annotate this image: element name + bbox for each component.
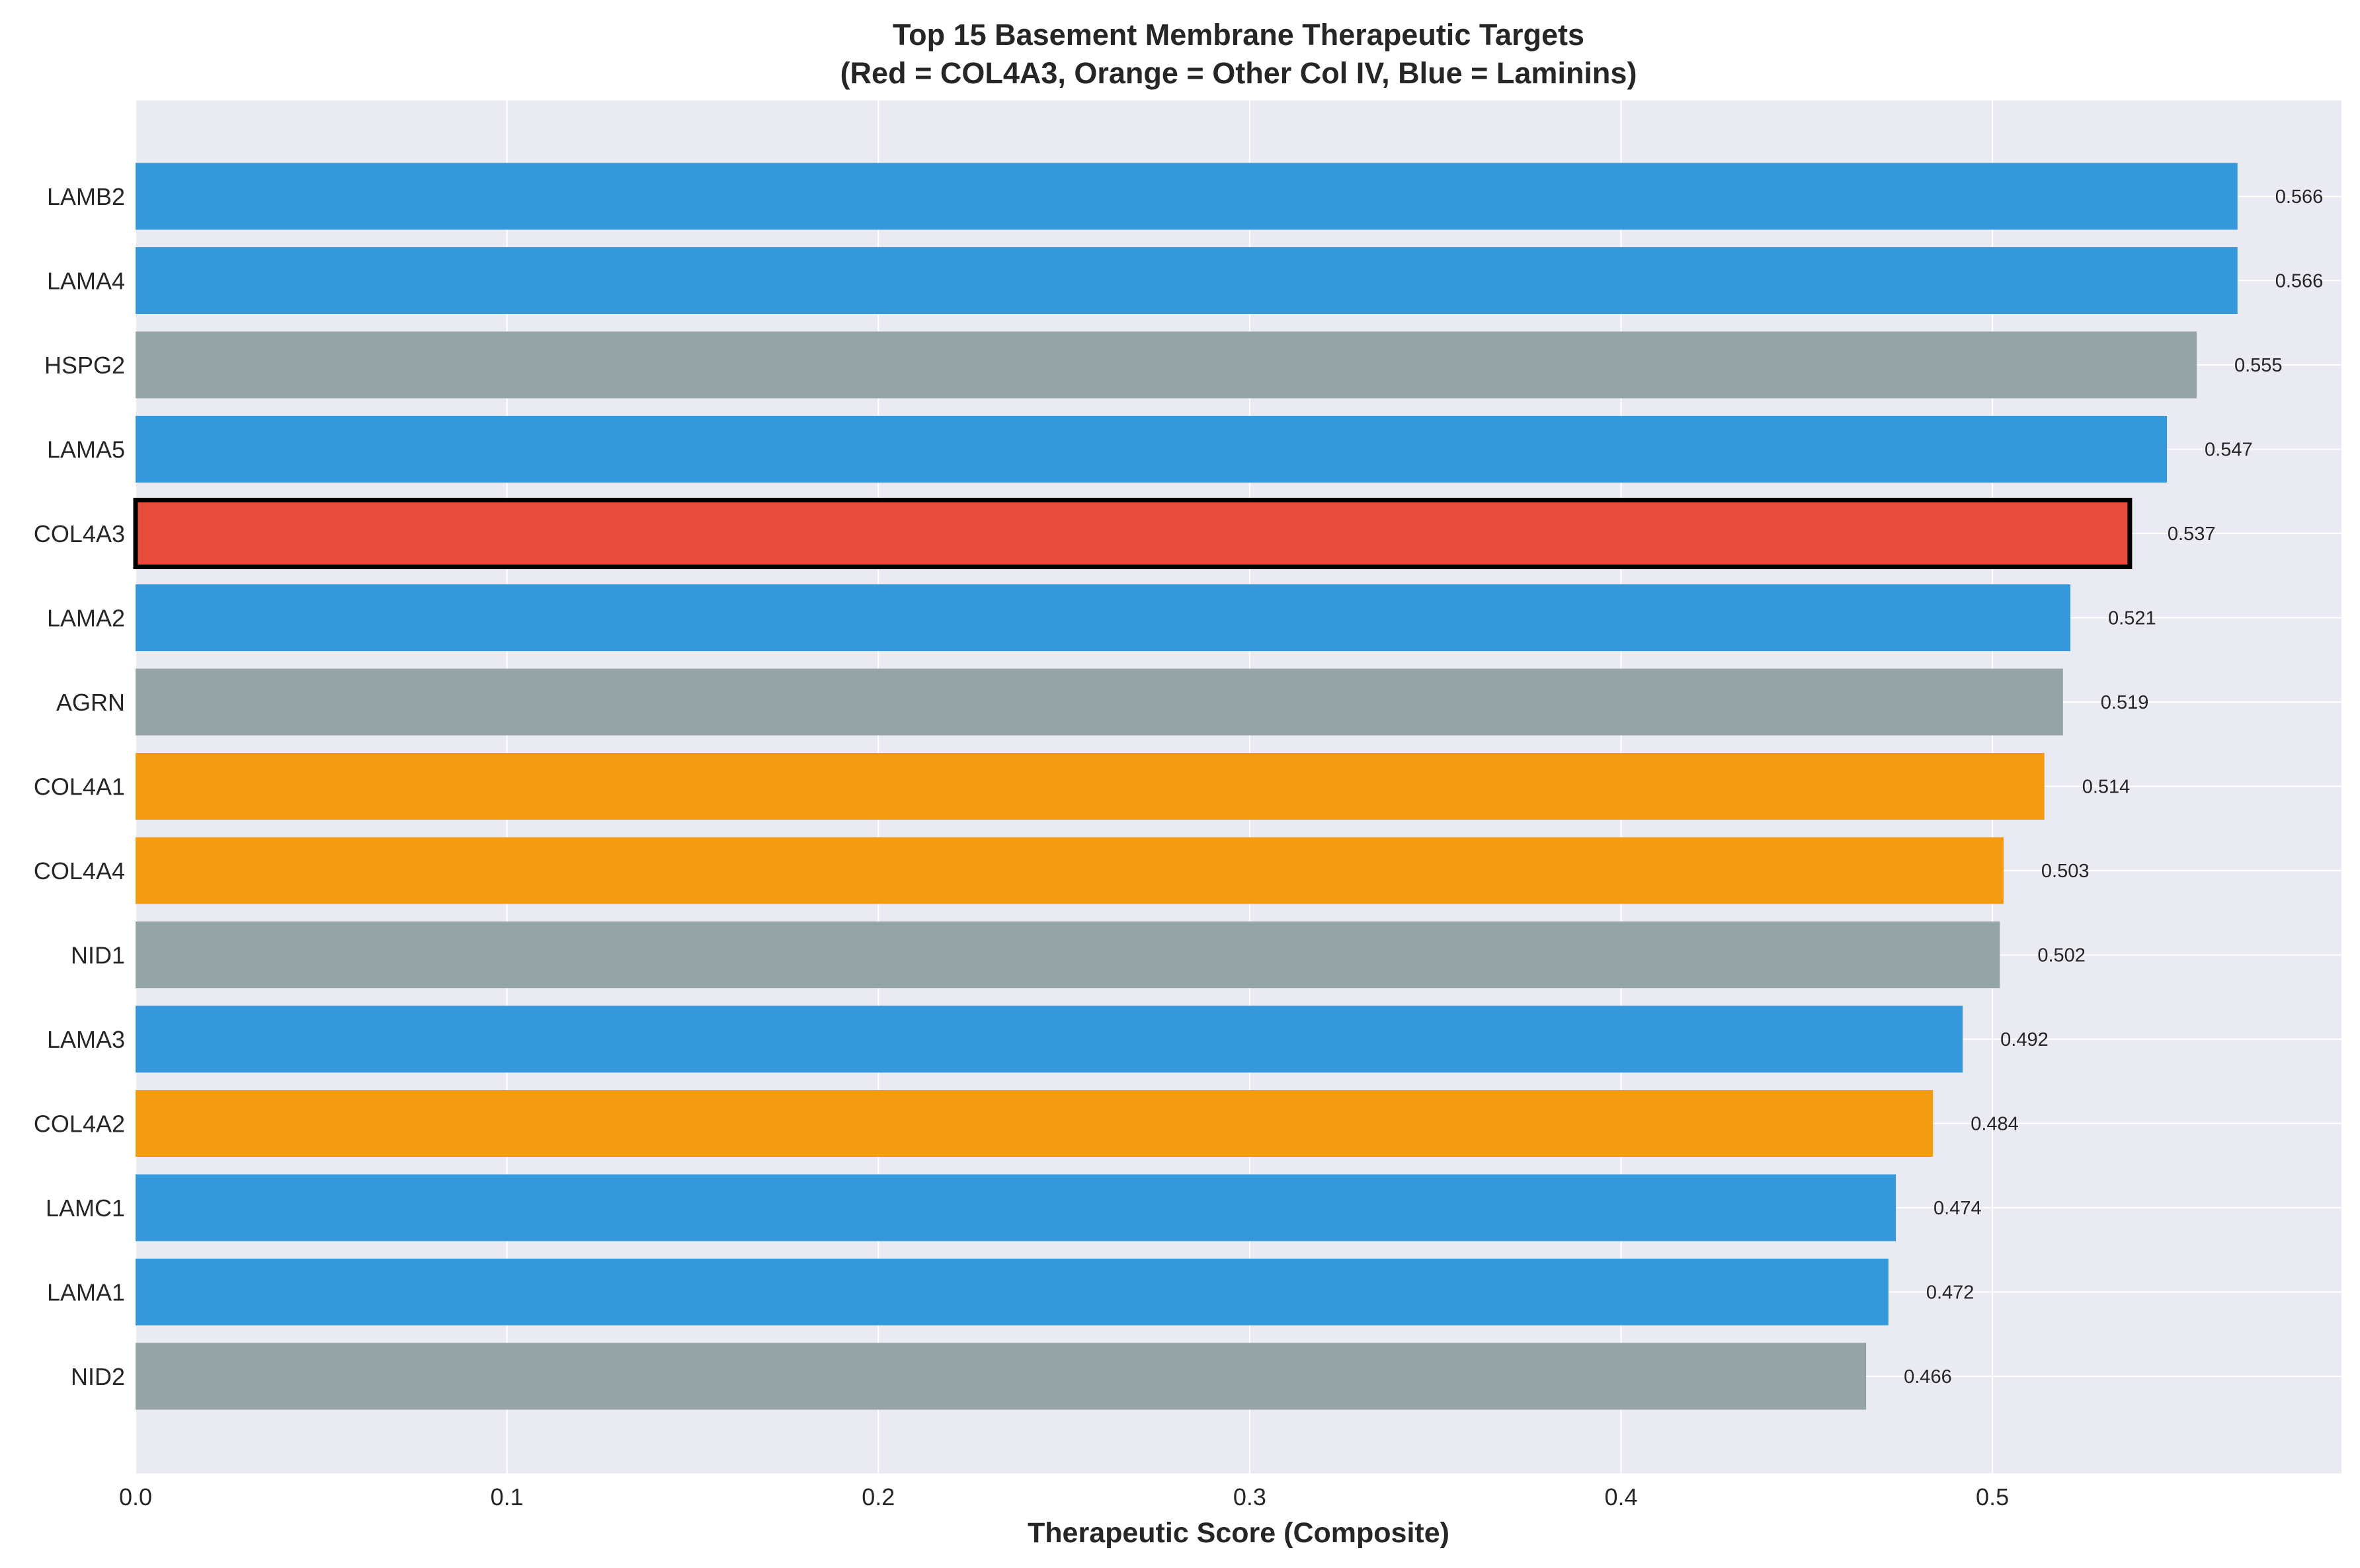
bar-col4a1 [136, 753, 2045, 820]
value-label-col4a1: 0.514 [2082, 777, 2131, 798]
y-tick-label-hspg2: HSPG2 [44, 352, 125, 379]
value-labels: 0.566 0.566 0.555 0.547 0.537 0.521 0.519 0.514… [1904, 186, 2323, 1388]
bar-agrn [136, 668, 2063, 736]
y-tick-label-col4a3: COL4A3 [34, 520, 125, 547]
bar-lamb2 [136, 163, 2238, 230]
value-label-nid1: 0.502 [2037, 945, 2086, 966]
value-label-col4a3: 0.537 [2168, 524, 2216, 545]
bar-nid1 [136, 921, 2000, 988]
bar-col4a3 [133, 498, 2133, 569]
bars [133, 163, 2238, 1410]
value-label-lamc1: 0.474 [1933, 1198, 1982, 1219]
x-tick-label: 0.3 [1233, 1483, 1266, 1510]
x-tick-label: 0.0 [119, 1483, 152, 1510]
y-tick-label-nid2: NID2 [71, 1363, 125, 1390]
value-label-hspg2: 0.555 [2234, 355, 2283, 376]
x-tick-label: 0.2 [862, 1483, 895, 1510]
bar-lama1 [136, 1259, 1889, 1325]
value-label-lama3: 0.492 [2000, 1029, 2049, 1050]
y-tick-label-lama1: LAMA1 [47, 1279, 125, 1306]
x-tick-label: 0.1 [491, 1483, 524, 1510]
bar-lama5 [136, 416, 2168, 483]
x-tick-label: 0.4 [1604, 1483, 1637, 1510]
value-label-lama1: 0.472 [1926, 1282, 1974, 1304]
value-label-col4a2: 0.484 [1971, 1114, 2019, 1135]
value-label-lamb2: 0.566 [2275, 186, 2324, 208]
y-tick-label-lama3: LAMA3 [47, 1026, 125, 1053]
y-tick-label-lama5: LAMA5 [47, 436, 125, 463]
chart-title-line-1: Top 15 Basement Membrane Therapeutic Tar… [893, 18, 1584, 52]
bar-col4a2 [136, 1090, 1933, 1157]
x-axis-label: Therapeutic Score (Composite) [1028, 1517, 1449, 1549]
value-label-agrn: 0.519 [2101, 692, 2149, 713]
y-tick-label-lama2: LAMA2 [47, 605, 125, 632]
value-label-col4a4: 0.503 [2041, 861, 2090, 882]
y-tick-label-agrn: AGRN [56, 689, 125, 716]
chart-title-line-2: (Red = COL4A3, Orange = Other Col IV, Bl… [840, 56, 1637, 90]
bar-lama4 [136, 247, 2238, 314]
value-label-lama4: 0.566 [2275, 271, 2324, 292]
value-label-lama5: 0.547 [2205, 440, 2253, 461]
x-tick-label: 0.5 [1976, 1483, 2009, 1510]
bar-nid2 [136, 1343, 1867, 1410]
value-label-nid2: 0.466 [1904, 1366, 1952, 1388]
bar-lama2 [136, 584, 2071, 651]
y-tick-label-lama4: LAMA4 [47, 268, 125, 295]
bar-hspg2 [136, 331, 2197, 399]
bar-lama3 [136, 1005, 1963, 1073]
y-tick-label-col4a2: COL4A2 [34, 1111, 125, 1138]
bar-col4a4 [136, 837, 2004, 904]
y-tick-label-lamb2: LAMB2 [47, 183, 125, 210]
x-axis-tick-labels: 0.0 0.1 0.2 0.3 0.4 0.5 [119, 1483, 2009, 1510]
y-tick-label-col4a4: COL4A4 [34, 857, 125, 884]
y-tick-label-col4a1: COL4A1 [34, 773, 125, 801]
y-axis-tick-labels: LAMB2 LAMA4 HSPG2 LAMA5 COL4A3 LAMA2 AGRN COL4A… [34, 183, 125, 1390]
value-label-lama2: 0.521 [2108, 608, 2156, 629]
y-tick-label-nid1: NID1 [71, 942, 125, 969]
y-tick-label-lamc1: LAMC1 [46, 1195, 125, 1222]
bar-lamc1 [136, 1174, 1896, 1241]
